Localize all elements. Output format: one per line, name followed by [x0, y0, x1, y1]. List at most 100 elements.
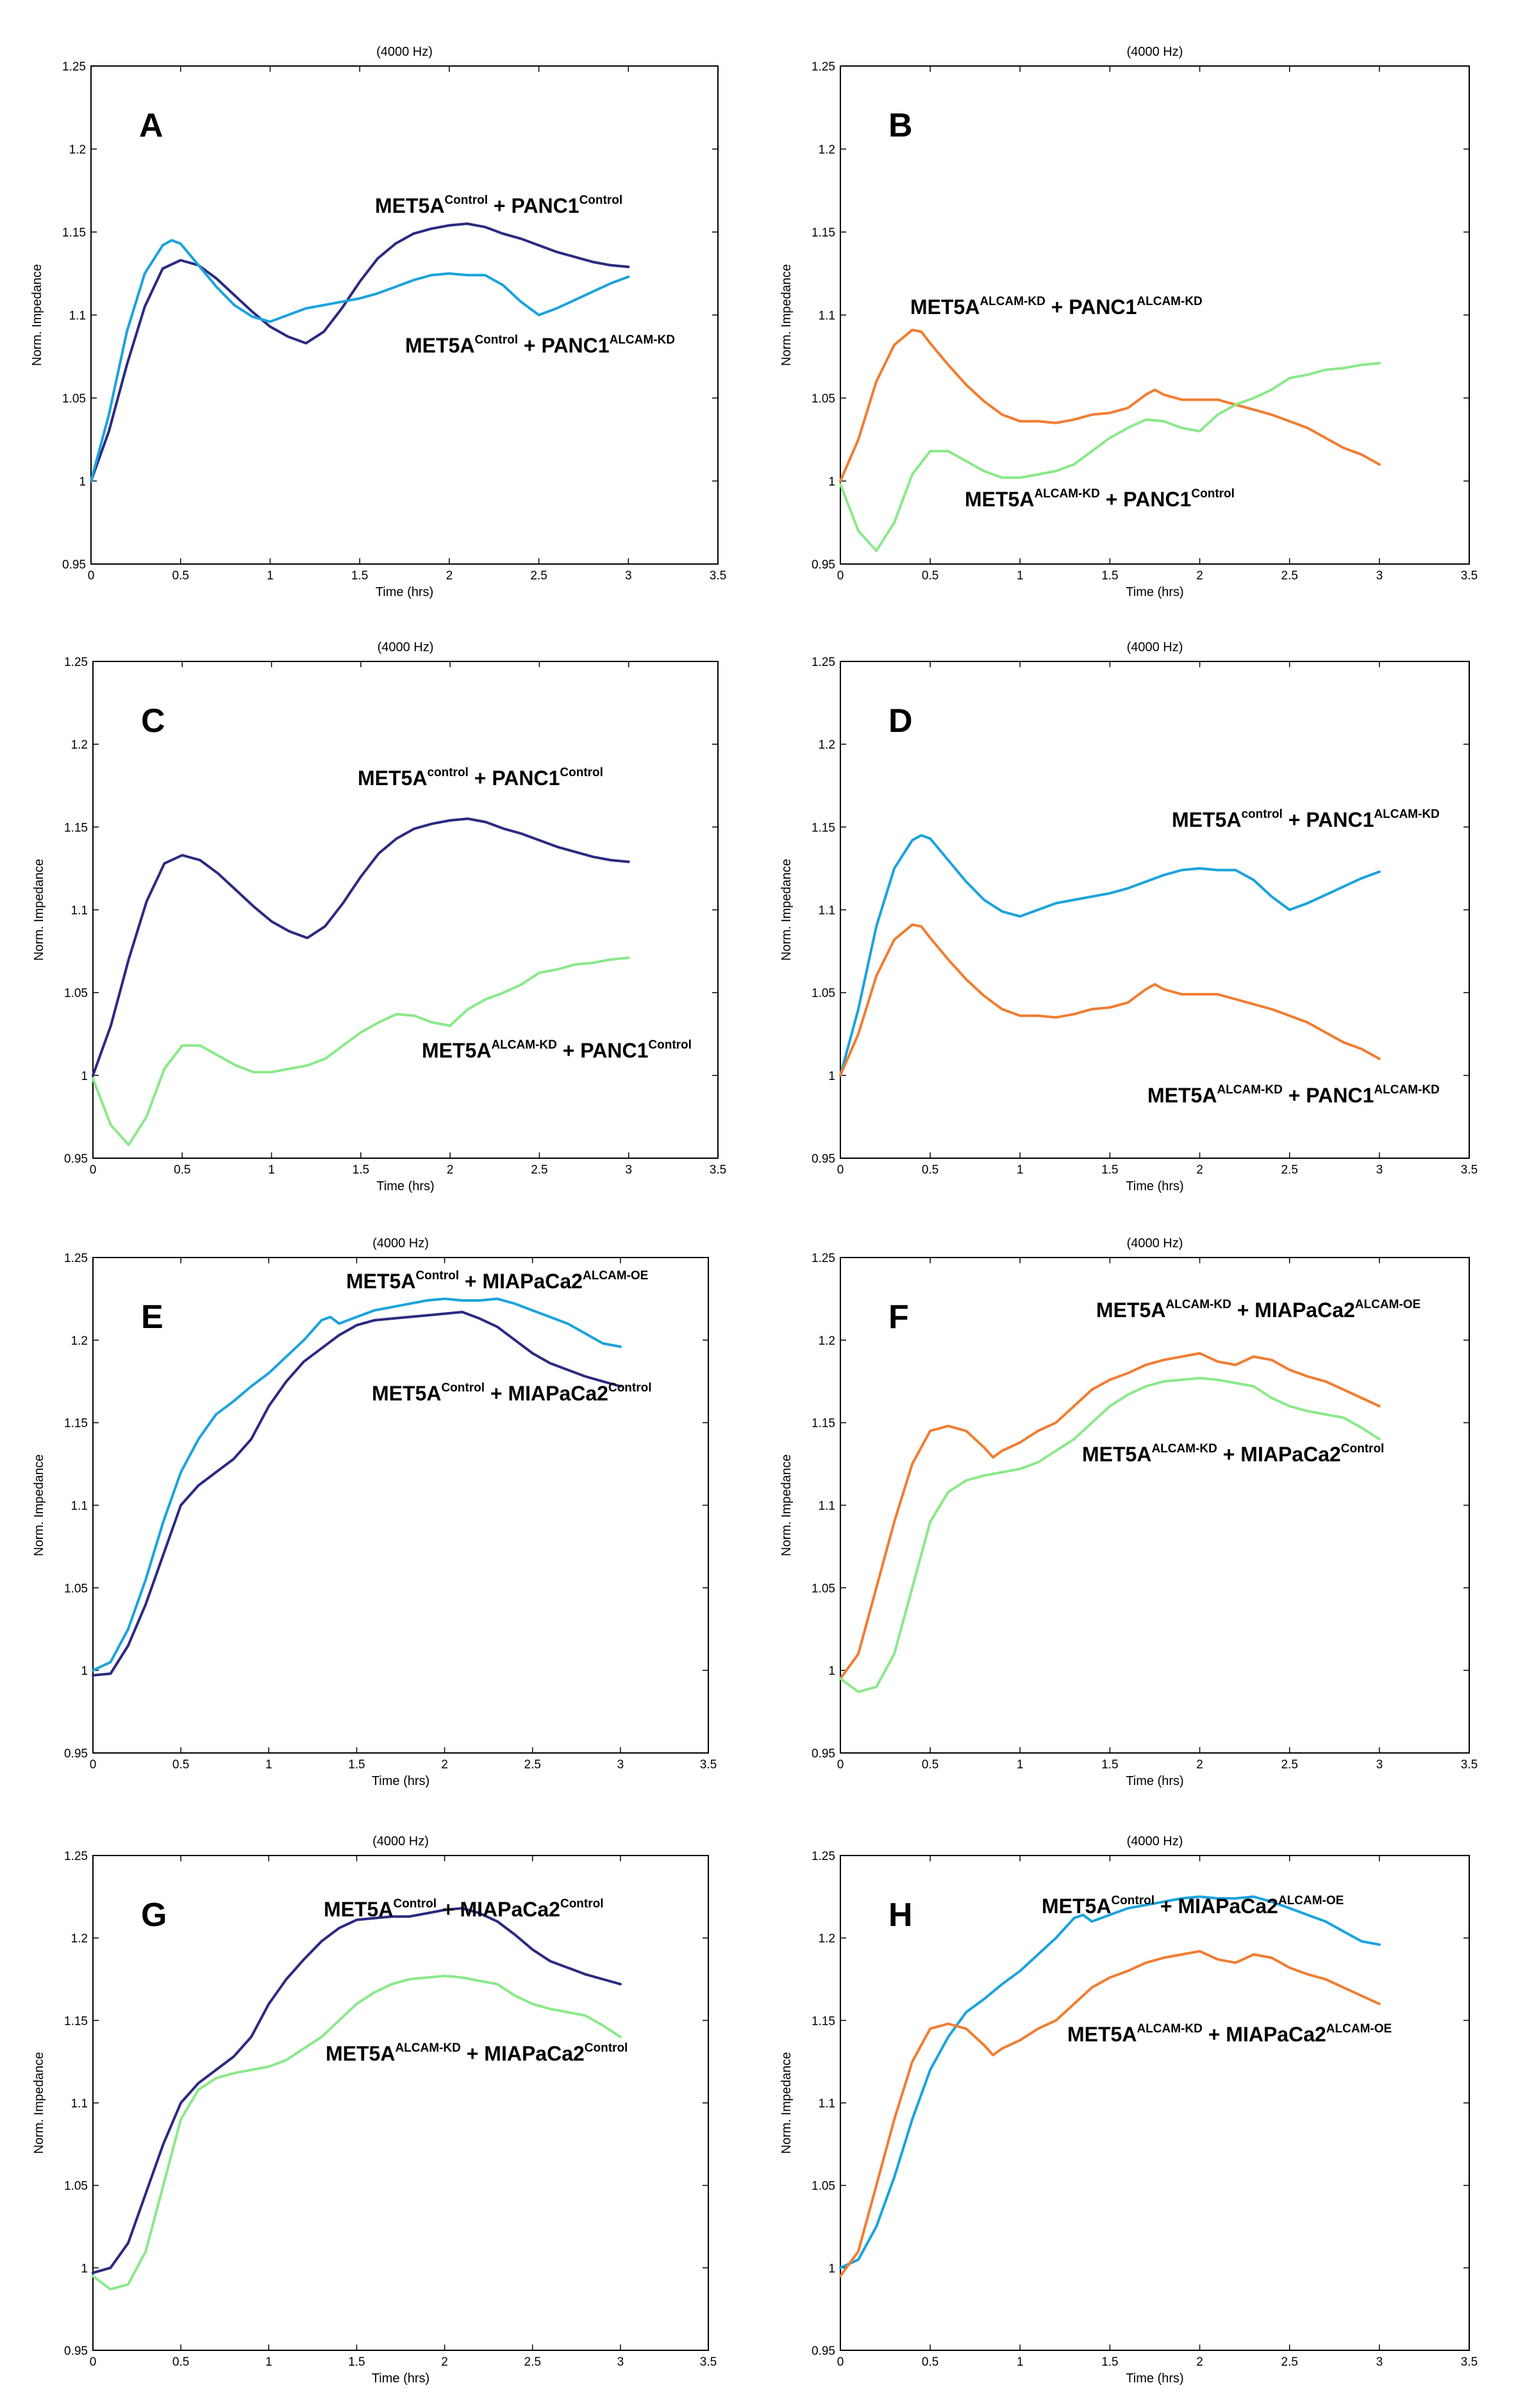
panel-letter: C — [141, 702, 165, 740]
label-sup2: ALCAM-OE — [583, 1269, 648, 1283]
panel-letter: D — [888, 702, 913, 740]
plot-frame — [92, 661, 719, 1159]
label-sup2: Control — [1191, 487, 1235, 501]
label-sup2: Control — [560, 1897, 604, 1911]
label-sup1: ALCAM-KD — [1137, 2022, 1202, 2036]
y-tick-label: 1.25 — [62, 60, 86, 74]
x-tick-label: 2.5 — [524, 1758, 541, 1772]
x-tick-label: 2 — [1196, 2355, 1203, 2369]
y-tick-label: 1.2 — [819, 1334, 835, 1348]
x-axis-label: Time (hrs) — [372, 1774, 429, 1788]
label-sup1: ALCAM-KD — [395, 2041, 460, 2055]
series-line-green — [839, 1377, 1381, 1693]
series-line-green — [839, 361, 1381, 552]
y-tick-label: 1.05 — [64, 987, 88, 1001]
x-tick-label: 2 — [441, 1758, 448, 1772]
label-sup1: control — [1241, 808, 1282, 821]
label-sup1: ALCAM-KD — [1165, 1298, 1231, 1311]
chart-title: (4000 Hz) — [372, 1834, 429, 1848]
label-sup1: Control — [393, 1897, 437, 1911]
label-base: MET5A — [1096, 1299, 1165, 1322]
x-tick-label: 0.5 — [172, 2355, 189, 2369]
x-tick-label: 3 — [625, 1163, 632, 1177]
x-tick-label: 2 — [1196, 1758, 1203, 1772]
label-sup2: ALCAM-OE — [1326, 2022, 1392, 2036]
series-line-orange — [839, 923, 1381, 1077]
y-tick-label: 1.2 — [71, 1334, 88, 1348]
series-line-navy — [92, 1311, 622, 1677]
y-axis-label: Norm. Impedance — [779, 859, 794, 961]
y-tick-label: 1 — [79, 476, 86, 489]
y-tick-label: 1.1 — [69, 310, 86, 323]
plot-frame — [840, 661, 1470, 1159]
y-tick-label: 1.15 — [812, 2014, 835, 2028]
plot-frame — [840, 1257, 1470, 1754]
panel-letter: A — [139, 107, 163, 144]
y-tick-label: 1.25 — [64, 1252, 88, 1265]
y-tick-label: 0.95 — [64, 2345, 88, 2358]
x-tick-label: 1.5 — [348, 1758, 365, 1772]
label-base: MET5A — [405, 334, 474, 357]
label-sup1: Control — [415, 1269, 459, 1283]
label-sup2: Control — [560, 766, 603, 779]
label-base: MET5A — [965, 488, 1034, 511]
plot-frame — [840, 1855, 1470, 2351]
y-tick-label: 0.95 — [62, 558, 86, 572]
series-label: MET5AALCAM-KD + MIAPaCa2ALCAM-OE — [1067, 2022, 1392, 2046]
x-axis-label: Time (hrs) — [376, 585, 433, 599]
chart-panel-b: 0 0.5 1 1.5 2 2.5 3 3.5 0.95 1 1.05 1.1 1.15 1.2 1.25 (… — [779, 45, 1478, 599]
series-line-cyan — [839, 834, 1381, 1077]
series-label: MET5AALCAM-KD + MIAPaCa2Control — [326, 2041, 628, 2065]
x-tick-label: 2.5 — [531, 1163, 547, 1177]
series-line-navy — [92, 817, 630, 1077]
x-tick-label: 0 — [837, 1163, 844, 1177]
x-tick-label: 0.5 — [922, 569, 938, 583]
label-sup2: Control — [579, 194, 623, 207]
label-sup2: ALCAM-KD — [1374, 1083, 1439, 1097]
x-tick-label: 2 — [1196, 569, 1203, 583]
y-tick-label: 1.05 — [812, 1582, 835, 1595]
y-tick-label: 1.05 — [812, 392, 835, 406]
x-tick-label: 0 — [88, 569, 95, 583]
y-tick-label: 1.15 — [812, 226, 835, 240]
y-tick-label: 1.1 — [819, 1500, 835, 1513]
y-tick-label: 1.15 — [812, 1417, 835, 1431]
panel-letter: B — [888, 107, 913, 144]
x-tick-label: 1 — [265, 2355, 272, 2369]
series-label: MET5AControl + PANC1Control — [375, 194, 622, 217]
label-sup1: ALCAM-KD — [1034, 487, 1099, 501]
x-tick-label: 0 — [90, 2355, 97, 2369]
plot-frame — [92, 1257, 709, 1754]
label-base: MET5A — [324, 1898, 393, 1921]
x-tick-label: 0 — [837, 569, 844, 583]
x-tick-label: 1.5 — [353, 1163, 369, 1177]
x-tick-label: 2.5 — [1281, 2355, 1298, 2369]
y-tick-label: 1.25 — [812, 60, 835, 74]
x-tick-label: 1 — [267, 569, 274, 583]
label-sup1: ALCAM-KD — [1151, 1442, 1217, 1456]
label-base: MET5A — [358, 767, 427, 790]
label-mid: + PANC1 — [1283, 808, 1374, 831]
x-tick-label: 3 — [1376, 569, 1383, 583]
y-axis-label: Norm. Impedance — [779, 264, 794, 366]
label-sup1: Control — [444, 194, 488, 207]
label-sup2: Control — [648, 1038, 692, 1052]
x-tick-label: 3.5 — [1461, 1163, 1478, 1177]
series-label: MET5AControl + MIAPaCa2ALCAM-OE — [346, 1269, 648, 1293]
y-tick-label: 1 — [828, 1665, 835, 1678]
y-tick-label: 1 — [828, 476, 835, 489]
label-mid: + MIAPaCa2 — [485, 1382, 608, 1405]
chart-panel-g: 0 0.5 1 1.5 2 2.5 3 3.5 0.95 1 1.05 1.1 1.15 1.2 1.25 (… — [32, 1834, 717, 2386]
y-axis-label: Norm. Impedance — [32, 859, 46, 961]
y-tick-label: 1.25 — [64, 1850, 88, 1863]
y-tick-label: 1.2 — [71, 738, 88, 752]
chart-panel-a: 0 0.5 1 1.5 2 2.5 3 3.5 0.95 1 1.05 1.1 1.15 1.2 1.25 (… — [30, 45, 726, 599]
chart-title: (4000 Hz) — [1127, 1834, 1183, 1848]
x-tick-label: 1 — [268, 1163, 275, 1177]
label-base: MET5A — [1067, 2023, 1137, 2046]
x-tick-label: 0 — [837, 2355, 844, 2369]
label-mid: + MIAPaCa2 — [459, 1270, 583, 1293]
y-tick-label: 1.15 — [64, 2014, 88, 2028]
label-mid: + MIAPaCa2 — [1217, 1443, 1341, 1466]
label-sup1: ALCAM-KD — [491, 1038, 556, 1052]
